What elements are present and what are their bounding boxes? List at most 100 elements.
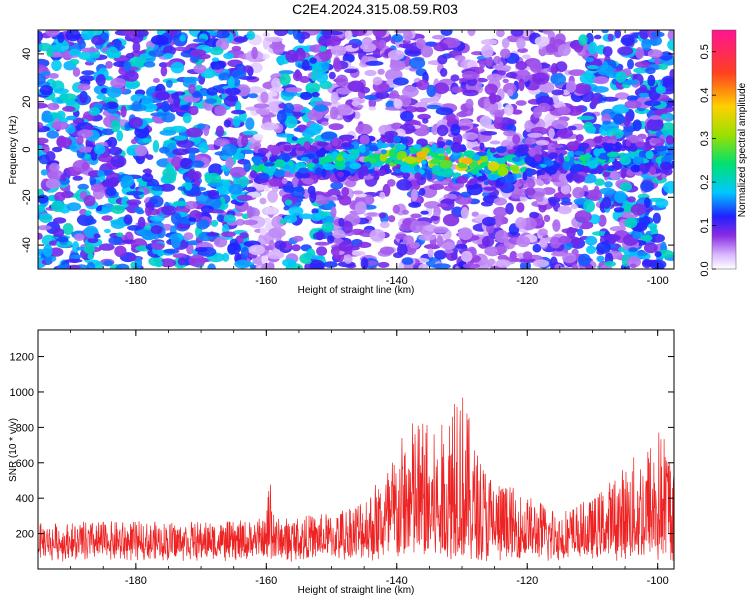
spectrogram-cell bbox=[143, 61, 156, 68]
spectrogram-band-cell bbox=[567, 150, 575, 158]
spectrogram-cell bbox=[539, 237, 548, 248]
spectrogram-cell bbox=[188, 105, 199, 116]
spectrogram-cell bbox=[622, 211, 633, 218]
spectrogram-cell bbox=[557, 205, 572, 215]
spectrogram-cell bbox=[227, 76, 235, 89]
spectrogram-band-cell bbox=[322, 163, 335, 171]
spectrogram-cell bbox=[639, 30, 650, 40]
spectrogram-cell bbox=[615, 71, 627, 83]
spectrogram-cell bbox=[483, 101, 499, 112]
spectrogram-cell bbox=[635, 47, 645, 59]
spectrogram-cell bbox=[188, 83, 196, 95]
snr-y-tick-label: 600 bbox=[16, 458, 34, 470]
spectrogram-cell bbox=[343, 254, 353, 264]
spectrogram-cell bbox=[162, 167, 177, 180]
spectrogram-cell bbox=[351, 30, 368, 37]
spectrogram-cell bbox=[293, 127, 302, 132]
snr-panel: -180 -160 -140 -120 -100 200 400 600 800 1000 1200… bbox=[8, 329, 675, 596]
spectrogram-cell bbox=[116, 232, 124, 237]
spectrogram-cell bbox=[188, 254, 206, 267]
spectrogram-cell bbox=[134, 206, 144, 213]
spectrogram-cell bbox=[606, 128, 624, 140]
spectrogram-cell bbox=[148, 49, 167, 57]
spectrogram-cell bbox=[94, 144, 106, 155]
spectrogram-cell bbox=[235, 101, 242, 113]
spectrogram-cell bbox=[149, 215, 165, 222]
spectrogram-image bbox=[38, 30, 674, 269]
spectrogram-cell bbox=[360, 42, 377, 53]
spectrogram-cell bbox=[297, 136, 315, 145]
spectrogram-cell bbox=[207, 189, 220, 200]
spectrogram-cell bbox=[246, 30, 256, 40]
spectrogram-cell bbox=[652, 212, 661, 224]
spectrogram-cell bbox=[173, 95, 181, 108]
spectrogram-cell bbox=[81, 91, 88, 98]
spectrogram-cell bbox=[417, 113, 431, 120]
spectrogram-cell bbox=[288, 206, 304, 216]
spectrogram-cell bbox=[493, 55, 502, 65]
spectrogram-cell bbox=[55, 40, 70, 52]
spectrogram-cell bbox=[532, 136, 551, 142]
spectrogram-cell bbox=[90, 183, 104, 193]
spectrogram-cell bbox=[483, 186, 497, 191]
spectrogram-band-cell bbox=[593, 136, 602, 144]
spectrogram-cell bbox=[596, 255, 605, 262]
spectrogram-cell bbox=[632, 231, 642, 240]
snr-x-axis-label: Height of straight line (km) bbox=[298, 585, 415, 596]
snr-x-tick-label: -120 bbox=[516, 575, 538, 587]
colorbar-gradient bbox=[711, 29, 737, 270]
spectrogram-cell bbox=[276, 133, 295, 138]
spectrogram-cell bbox=[38, 213, 53, 223]
spectrogram-cell bbox=[249, 264, 257, 269]
spectrogram-band-cell bbox=[298, 167, 309, 174]
spectrogram-cell bbox=[418, 187, 426, 196]
spectrogram-band-cell bbox=[526, 168, 534, 178]
spectrogram-band-cell bbox=[413, 144, 422, 149]
colorbar-tick-label: 0.5 bbox=[699, 44, 711, 59]
spectrogram-cell bbox=[184, 181, 193, 191]
spectrogram-cell bbox=[583, 199, 595, 213]
snr-y-tick-label: 1200 bbox=[10, 352, 34, 364]
spectrogram-cell bbox=[658, 63, 668, 70]
spectrogram-cell bbox=[460, 206, 469, 219]
spectrogram-cell bbox=[134, 125, 150, 139]
spectrogram-band-cell bbox=[613, 161, 623, 170]
spectrogram-cell bbox=[522, 54, 531, 60]
spectrogram-cell bbox=[53, 217, 67, 224]
spectrogram-cell bbox=[57, 31, 65, 44]
spectrogram-cell bbox=[655, 85, 666, 94]
spectrogram-cell bbox=[285, 87, 303, 93]
spectrogram-band-cell bbox=[656, 145, 669, 151]
spectrogram-band-cell bbox=[534, 153, 542, 163]
spectrogram-cell bbox=[160, 65, 168, 77]
spectrogram-cell bbox=[227, 242, 242, 255]
spectrogram-band-cell bbox=[300, 156, 310, 162]
spectrogram-cell bbox=[265, 36, 283, 43]
spectrogram-band-cell bbox=[645, 150, 654, 160]
spectrogram-cell bbox=[309, 57, 317, 64]
spectrogram-band-cell bbox=[565, 173, 574, 181]
spectrogram-cell bbox=[40, 169, 48, 176]
spectrogram-cell bbox=[179, 34, 187, 42]
spectrogram-band-cell bbox=[359, 134, 370, 145]
spectrogram-cell bbox=[387, 49, 405, 61]
spectrogram-cell bbox=[283, 102, 295, 114]
spectrogram-cell bbox=[274, 30, 289, 37]
spectrogram-band-cell bbox=[527, 178, 536, 189]
spectrogram-cell bbox=[368, 106, 377, 111]
spectrogram-cell bbox=[535, 195, 544, 203]
spectrogram-cell bbox=[576, 115, 595, 121]
spectrogram-cell bbox=[369, 229, 386, 242]
spectrogram-cell bbox=[193, 64, 207, 74]
spectrogram-band-cell bbox=[272, 159, 286, 168]
spectrogram-band-cell bbox=[376, 142, 390, 149]
spectrogram-cell bbox=[95, 74, 106, 87]
spectrogram-cell bbox=[49, 162, 60, 172]
spectrogram-cell bbox=[38, 194, 49, 204]
spectrogram-band-cell bbox=[350, 148, 361, 156]
spectrogram-cell bbox=[52, 228, 65, 238]
spectrogram-cell bbox=[65, 30, 81, 42]
spectrogram-band-cell bbox=[470, 168, 480, 175]
spectrogram-cell bbox=[409, 57, 426, 69]
